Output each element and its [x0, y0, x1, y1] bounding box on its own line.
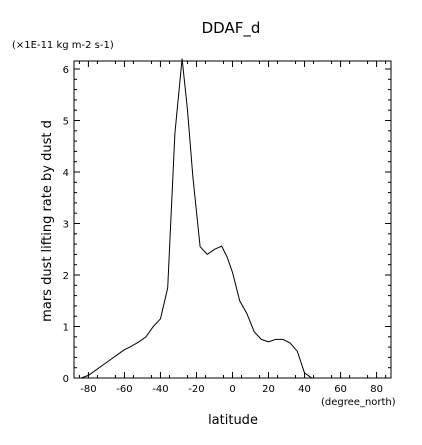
x-tick-label: 40	[298, 384, 311, 395]
y-tick-label: 5	[63, 117, 69, 128]
y-tick-label: 6	[63, 65, 69, 76]
x-axis-label: latitude	[208, 413, 258, 428]
x-tick-label: -60	[116, 384, 132, 395]
y-tick-label: 1	[63, 323, 69, 334]
y-axis-label: mars dust lifting rate by dust d	[40, 120, 55, 322]
y-tick-label: 2	[63, 271, 69, 282]
x-tick-label: -20	[188, 384, 204, 395]
y-units-label: (×1E-11 kg m-2 s-1)	[12, 40, 114, 51]
x-tick-label: -40	[152, 384, 168, 395]
series-group	[81, 58, 327, 379]
axis-ticks: -80 -60 -40 -20 0 20 40 60 80 0 1 2 3 4 5 6	[63, 61, 391, 395]
chart-title: DDAF_d	[202, 19, 261, 38]
x-tick-label: 60	[334, 384, 347, 395]
y-tick-label: 4	[63, 168, 69, 179]
y-tick-label: 0	[63, 374, 69, 385]
plot-frame	[73, 60, 392, 379]
x-tick-label: 80	[370, 384, 383, 395]
series-line	[81, 58, 327, 379]
x-tick-label: 20	[262, 384, 275, 395]
y-tick-label: 3	[63, 220, 69, 231]
x-tick-label: -80	[80, 384, 96, 395]
x-tick-label: 0	[229, 384, 235, 395]
x-units-label: (degree_north)	[321, 397, 396, 408]
